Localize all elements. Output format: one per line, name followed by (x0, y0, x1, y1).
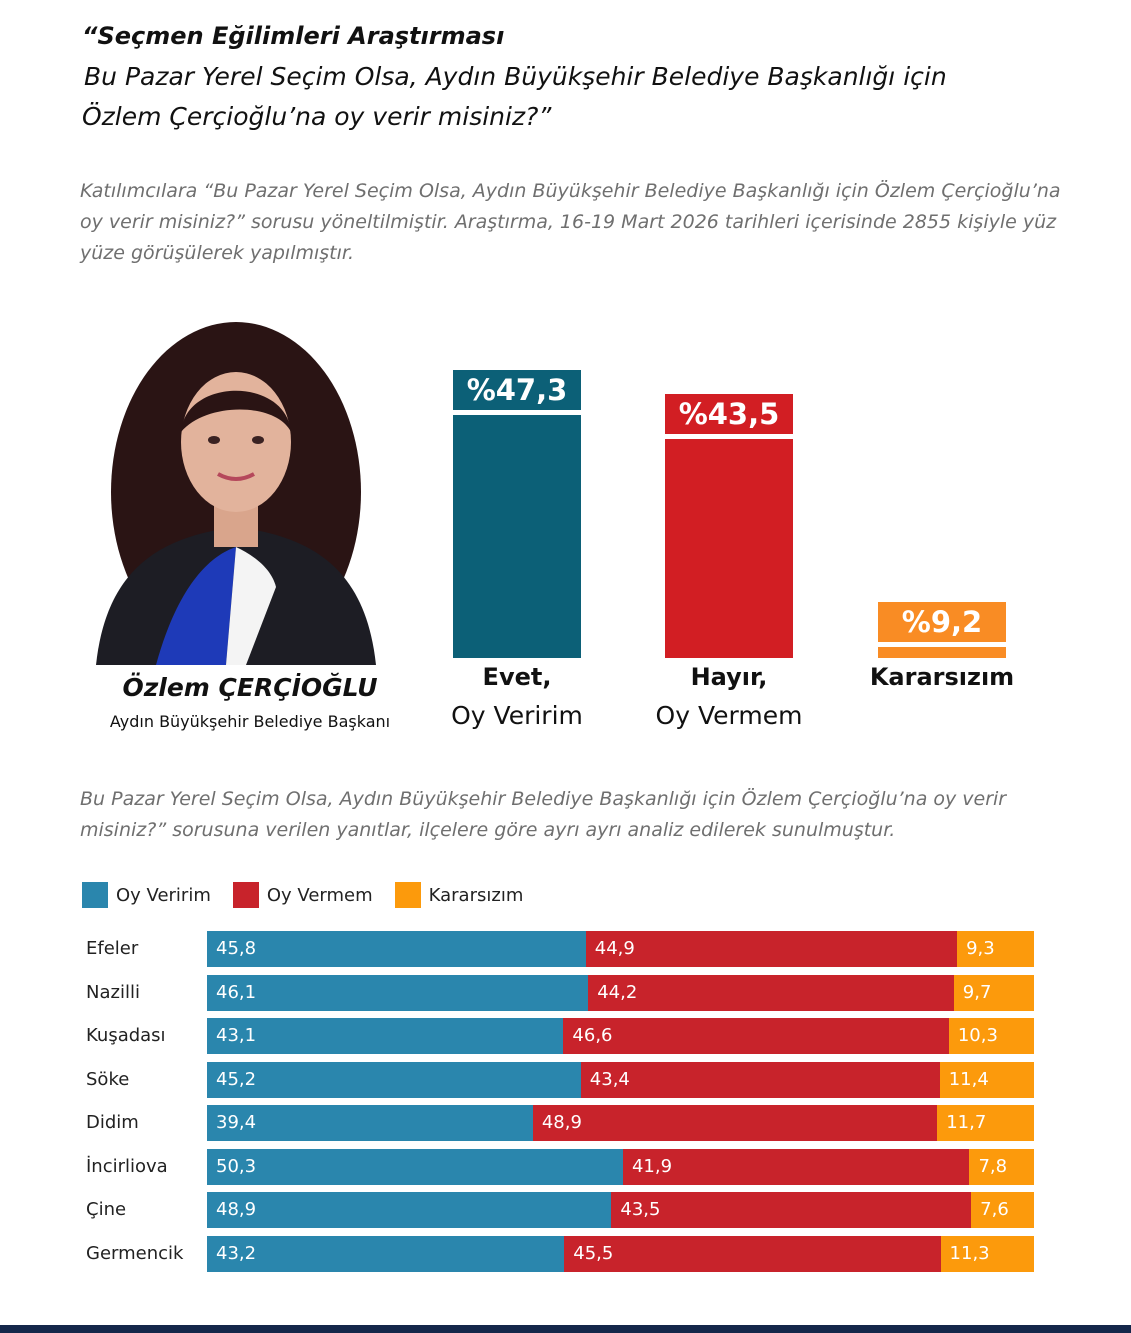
district-label: Efeler (86, 938, 139, 959)
footer-bar (0, 1325, 1131, 1333)
district-label: İncirliova (86, 1155, 168, 1177)
main-bar-category-sublabel: Oy Vermem (655, 701, 803, 730)
district-label: Söke (86, 1068, 130, 1090)
main-bar-3 (878, 647, 1006, 658)
question-line-1: Bu Pazar Yerel Seçim Olsa, Aydın Büyükşe… (84, 62, 947, 91)
question-line-2: Özlem Çerçioğlu’na oy verir misiniz?” (82, 102, 552, 131)
district-label: Kuşadası (86, 1025, 166, 1046)
district-segment-yes: 45,8 (207, 931, 586, 967)
legend-label: Kararsızım (428, 884, 524, 906)
district-segment-undecided: 11,7 (937, 1105, 1034, 1141)
legend-item-oy-veririm: Oy Veririm (82, 882, 211, 908)
district-segment-no: 48,9 (532, 1105, 938, 1141)
district-segment-undecided: 11,3 (940, 1235, 1034, 1272)
district-segment-no: 45,5 (564, 1235, 941, 1272)
survey-title: “Seçmen Eğilimleri Araştırması (82, 22, 505, 50)
district-segment-no: 44,9 (585, 931, 958, 967)
district-segment-no: 46,6 (563, 1018, 949, 1054)
main-bar-2 (665, 438, 793, 658)
legend: Oy Veririm Oy Vermem Kararsızım (82, 882, 545, 908)
legend-item-kararsizim: Kararsızım (394, 882, 524, 908)
district-segment-yes: 45,2 (207, 1061, 581, 1098)
main-bar-value-label: %9,2 (878, 602, 1006, 643)
legend-swatch-yes (82, 882, 108, 908)
portrait-photo (86, 322, 381, 665)
legend-swatch-undecided (394, 882, 421, 908)
person-title: Aydın Büyükşehir Belediye Başkanı (109, 712, 391, 731)
main-bar-value-label: %47,3 (453, 370, 581, 411)
district-segment-undecided: 11,4 (939, 1061, 1034, 1098)
person-name: Özlem ÇERÇİOĞLU (122, 673, 378, 702)
district-segment-no: 41,9 (622, 1148, 970, 1185)
legend-swatch-no (232, 882, 259, 908)
district-segment-yes: 39,4 (207, 1105, 533, 1141)
main-bar-category-sublabel: Oy Veririm (451, 701, 583, 730)
main-bar-1 (453, 415, 581, 658)
district-segment-undecided: 7,6 (971, 1192, 1034, 1228)
district-label: Didim (86, 1112, 139, 1133)
main-bar-category-label: Evet, (482, 663, 552, 691)
district-segment-yes: 43,1 (207, 1018, 564, 1054)
district-segment-no: 43,4 (580, 1061, 940, 1098)
district-segment-undecided: 9,7 (953, 974, 1034, 1011)
legend-label: Oy Vermem (266, 884, 373, 906)
main-bar-value-label: %43,5 (665, 393, 793, 434)
district-segment-no: 43,5 (611, 1192, 972, 1228)
district-description: Bu Pazar Yerel Seçim Olsa, Aydın Büyükşe… (80, 788, 1007, 841)
district-segment-undecided: 7,8 (969, 1148, 1034, 1185)
district-segment-yes: 50,3 (207, 1148, 623, 1185)
district-segment-yes: 48,9 (207, 1192, 612, 1228)
survey-description: Katılımcılara “Bu Pazar Yerel Seçim Olsa… (80, 180, 1061, 264)
main-bar-category-label: Hayır, (690, 663, 768, 691)
district-segment-undecided: 9,3 (957, 931, 1034, 967)
legend-label: Oy Veririm (116, 884, 211, 906)
legend-item-oy-vermem: Oy Vermem (232, 882, 373, 908)
main-bar-category-label: Kararsızım (869, 663, 1015, 691)
district-label: Nazilli (86, 981, 140, 1003)
district-segment-no: 44,2 (588, 974, 954, 1011)
district-segment-yes: 46,1 (207, 974, 589, 1011)
district-label: Germencik (86, 1242, 184, 1264)
district-label: Çine (86, 1199, 127, 1220)
district-segment-yes: 43,2 (207, 1235, 565, 1272)
district-segment-undecided: 10,3 (948, 1018, 1034, 1054)
